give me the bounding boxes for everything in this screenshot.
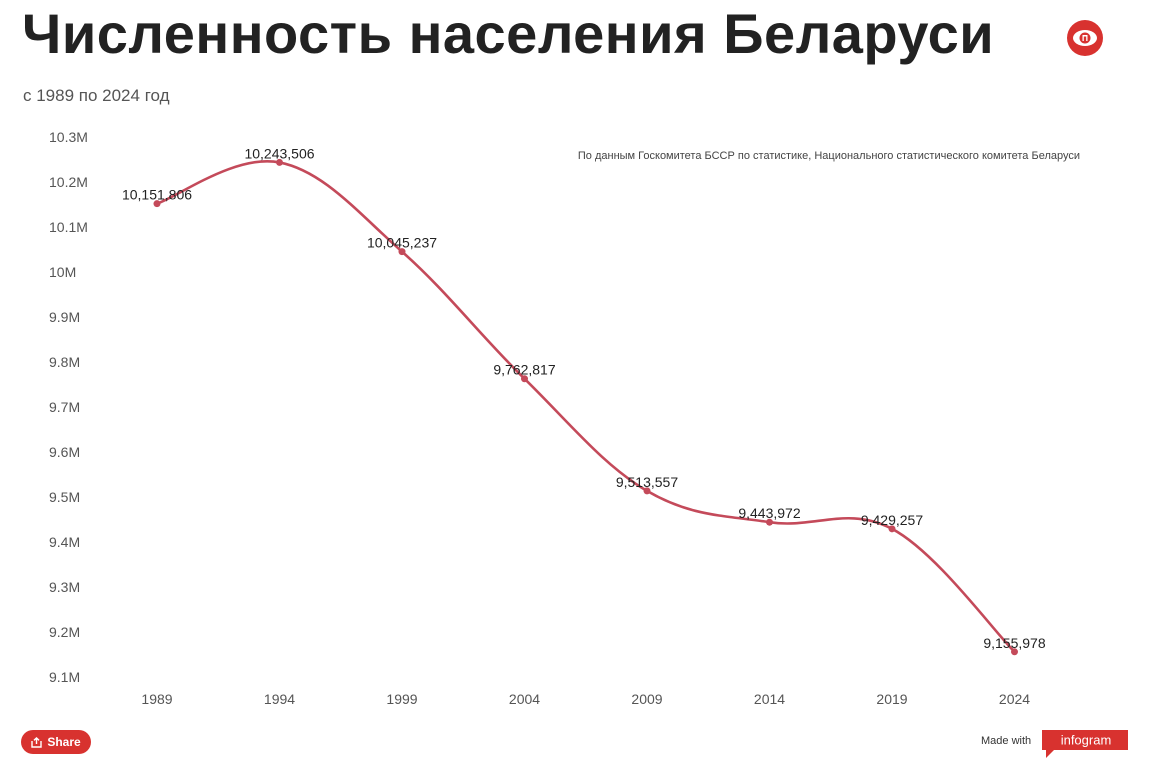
eye-logo-icon[interactable]: [1066, 19, 1104, 57]
chart-subtitle: с 1989 по 2024 год: [23, 86, 170, 105]
data-point[interactable]: [888, 525, 896, 533]
y-tick-label: 10M: [49, 264, 76, 280]
y-tick-label: 9.2M: [49, 624, 80, 640]
y-tick-label: 10.2M: [49, 174, 88, 190]
x-tick-label: 2014: [754, 691, 785, 707]
x-tick-label: 2024: [999, 691, 1030, 707]
x-tick-label: 2004: [509, 691, 540, 707]
share-label: Share: [47, 735, 81, 749]
data-point[interactable]: [643, 487, 651, 495]
y-tick-label: 10.1M: [49, 219, 88, 235]
data-point[interactable]: [521, 375, 528, 383]
data-label: 10,151,806: [122, 187, 192, 203]
page-title: Численность населения Беларуси: [22, 2, 995, 65]
y-tick-label: 9.3M: [49, 579, 80, 595]
data-label: 10,243,506: [244, 145, 314, 161]
y-tick-label: 9.6M: [49, 444, 80, 460]
y-tick-label: 9.8M: [49, 354, 80, 370]
infogram-logo-link[interactable]: infogram: [1036, 728, 1128, 758]
x-tick-label: 1994: [264, 691, 295, 707]
data-point[interactable]: [276, 158, 283, 166]
made-with-label: Made with: [981, 735, 1032, 747]
y-tick-label: 10.3M: [49, 129, 88, 145]
x-tick-label: 1999: [386, 691, 417, 707]
data-label: 9,429,257: [861, 512, 923, 528]
data-label: 9,513,557: [616, 474, 678, 490]
x-tick-label: 2019: [876, 691, 907, 707]
share-button[interactable]: Share: [21, 730, 91, 754]
data-label: 9,443,972: [738, 505, 800, 521]
data-point[interactable]: [1011, 648, 1018, 656]
infogram-label: infogram: [1061, 733, 1112, 748]
infogram-badge-icon: [1042, 730, 1128, 758]
source-annotation: По данным Госкомитета БССР по статистике…: [578, 150, 1080, 162]
y-tick-label: 9.5M: [49, 489, 80, 505]
data-label: 9,155,978: [983, 635, 1045, 651]
data-point[interactable]: [398, 248, 406, 256]
y-tick-label: 9.4M: [49, 534, 80, 550]
x-tick-label: 2009: [631, 691, 662, 707]
y-tick-label: 9.1M: [49, 669, 80, 685]
series-line: [156, 159, 1016, 653]
share-icon: [31, 736, 43, 748]
x-tick-label: 1989: [141, 691, 172, 707]
data-label: 10,045,237: [367, 235, 437, 251]
y-tick-label: 9.9M: [49, 309, 80, 325]
data-label: 9,762,817: [493, 362, 555, 378]
data-point[interactable]: [766, 518, 773, 526]
y-tick-label: 9.7M: [49, 399, 80, 415]
data-point[interactable]: [153, 200, 161, 208]
